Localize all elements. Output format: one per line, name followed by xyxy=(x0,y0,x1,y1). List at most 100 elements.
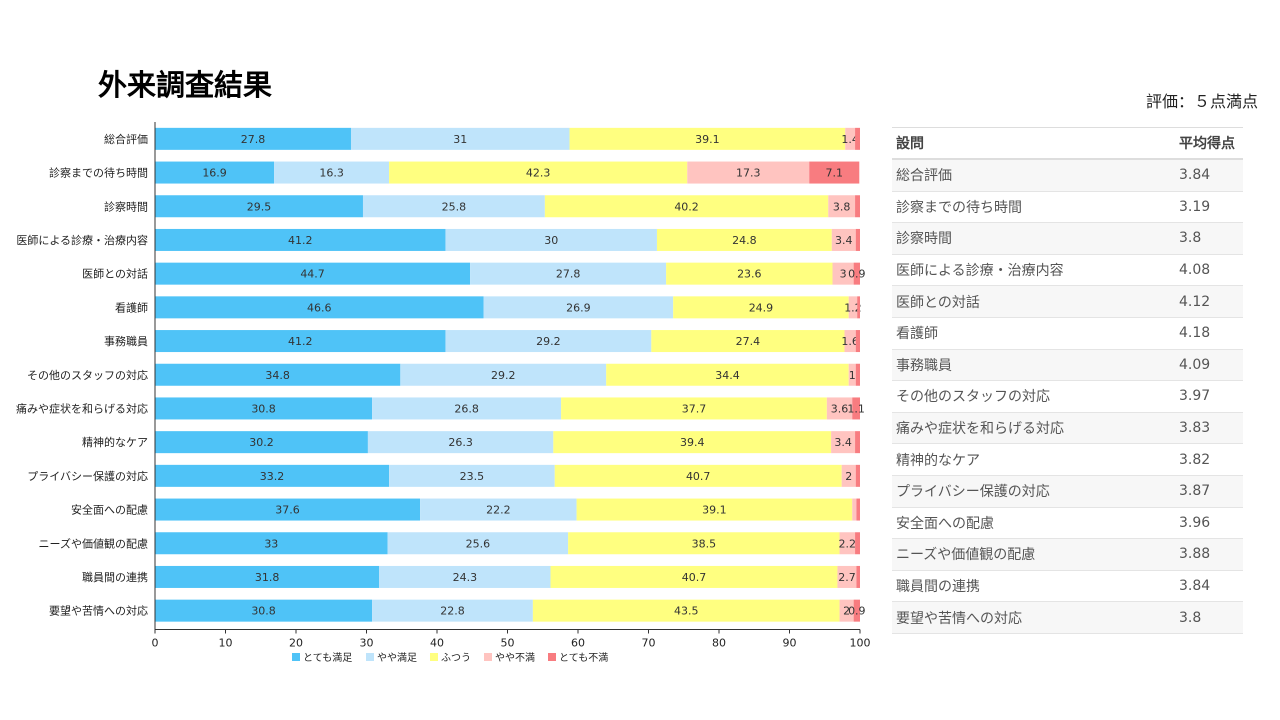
x-tick-label: 70 xyxy=(642,637,656,650)
data-label: 30.8 xyxy=(251,402,276,415)
bar-segment xyxy=(554,464,842,487)
data-label: 39.1 xyxy=(702,504,727,517)
bar-segment xyxy=(400,363,607,386)
category-label: 看護師 xyxy=(115,300,148,314)
bar-segment xyxy=(848,363,856,386)
bar-segment xyxy=(544,195,829,218)
bar-segment xyxy=(350,127,570,150)
bar-segment xyxy=(841,464,856,487)
bar-segment xyxy=(372,397,562,420)
bar-segment xyxy=(155,532,388,555)
data-label: 3.6 xyxy=(831,402,849,415)
bar-segment xyxy=(852,397,860,420)
bar-segment xyxy=(155,565,380,588)
data-label: 44.7 xyxy=(300,268,325,281)
x-tick-label: 80 xyxy=(712,637,726,650)
data-label: 2 xyxy=(843,605,850,618)
table-row: プライバシー保護の対応 3.87 xyxy=(892,475,1243,508)
data-label: 1.6 xyxy=(841,335,859,348)
bar-segment xyxy=(853,599,860,622)
table-row: 事務職員 4.09 xyxy=(892,349,1243,382)
bar-segment xyxy=(687,161,810,184)
average-score: 3.19 xyxy=(1175,191,1243,224)
question-label: 職員間の連携 xyxy=(892,570,1175,603)
category-label: 職員間の連携 xyxy=(82,570,148,584)
average-score: 4.18 xyxy=(1175,317,1243,350)
category-label: 診察までの待ち時間 xyxy=(49,166,148,180)
bar-segment xyxy=(470,262,667,285)
bar-segment xyxy=(155,161,275,184)
bar-segment xyxy=(855,431,860,454)
category-label: ニーズや価値観の配慮 xyxy=(39,536,148,550)
bar-segment xyxy=(569,127,846,150)
data-label: 23.5 xyxy=(460,470,485,483)
bar-segment xyxy=(848,296,858,319)
bar-segment xyxy=(362,195,545,218)
question-label: 総合評価 xyxy=(892,159,1175,192)
table-row: 要望や苦情への対応 3.8 xyxy=(892,601,1243,634)
category-label: 診察時間 xyxy=(104,199,148,213)
bar-segment xyxy=(837,565,857,588)
data-label: 1 xyxy=(849,369,856,382)
header-average: 平均得点 xyxy=(1175,127,1243,160)
question-label: 事務職員 xyxy=(892,349,1175,382)
data-label: 17.3 xyxy=(736,167,761,180)
bar-segment xyxy=(155,397,373,420)
bar-segment xyxy=(532,599,840,622)
bar-segment xyxy=(828,195,856,218)
table-row: 医師との対話 4.12 xyxy=(892,285,1243,318)
data-label: 1.4 xyxy=(841,133,859,146)
bar-segment xyxy=(445,330,652,353)
average-score: 3.87 xyxy=(1175,475,1243,508)
data-label: 40.7 xyxy=(686,470,711,483)
data-label: 23.6 xyxy=(737,268,762,281)
bar-segment xyxy=(832,262,854,285)
data-label: 29.2 xyxy=(491,369,516,382)
bar-segment xyxy=(379,565,551,588)
x-tick-label: 40 xyxy=(430,637,444,650)
average-score: 4.12 xyxy=(1175,285,1243,318)
data-label: 30.8 xyxy=(251,605,276,618)
x-tick-label: 60 xyxy=(571,637,585,650)
data-label: 29.2 xyxy=(536,335,561,348)
data-label: 40.2 xyxy=(674,200,699,213)
data-label: 33.2 xyxy=(260,470,285,483)
data-label: 0.9 xyxy=(848,605,866,618)
rating-note: 評価：５点満点 xyxy=(1145,92,1258,111)
data-label: 26.9 xyxy=(566,301,591,314)
legend-label: やや不満 xyxy=(495,652,535,664)
average-score: 3.8 xyxy=(1175,222,1243,255)
x-tick-label: 50 xyxy=(501,637,515,650)
bar-segment xyxy=(673,296,849,319)
header-question: 設問 xyxy=(892,127,1175,160)
data-label: 24.3 xyxy=(453,571,478,584)
x-tick-label: 10 xyxy=(219,637,233,650)
data-label: 41.2 xyxy=(288,335,313,348)
question-label: 診察までの待ち時間 xyxy=(892,191,1175,224)
bar-segment xyxy=(855,127,860,150)
bar-segment xyxy=(831,431,856,454)
x-tick-label: 30 xyxy=(360,637,374,650)
bar-segment xyxy=(367,431,554,454)
data-label: 31 xyxy=(453,133,467,146)
page-title: 外来調査結果 xyxy=(98,68,273,102)
bar-segment xyxy=(420,498,577,521)
table-row: 安全面への配慮 3.96 xyxy=(892,507,1243,540)
table-row: 痛みや症状を和らげる対応 3.83 xyxy=(892,412,1243,445)
average-score: 3.82 xyxy=(1175,443,1243,476)
legend-label: ふつう xyxy=(441,652,471,664)
legend-swatch xyxy=(548,653,556,661)
bar-segment xyxy=(826,397,853,420)
bar-segment xyxy=(372,599,533,622)
bar-segment xyxy=(155,330,446,353)
bar-segment xyxy=(155,498,421,521)
table-row: 診察までの待ち時間 3.19 xyxy=(892,191,1243,224)
average-score: 3.83 xyxy=(1175,412,1243,445)
x-tick-label: 20 xyxy=(289,637,303,650)
table-row: 精神的なケア 3.82 xyxy=(892,443,1243,476)
table-row: その他のスタッフの対応 3.97 xyxy=(892,380,1243,413)
question-label: プライバシー保護の対応 xyxy=(892,475,1175,508)
bar-segment xyxy=(483,296,674,319)
data-label: 37.6 xyxy=(275,504,300,517)
